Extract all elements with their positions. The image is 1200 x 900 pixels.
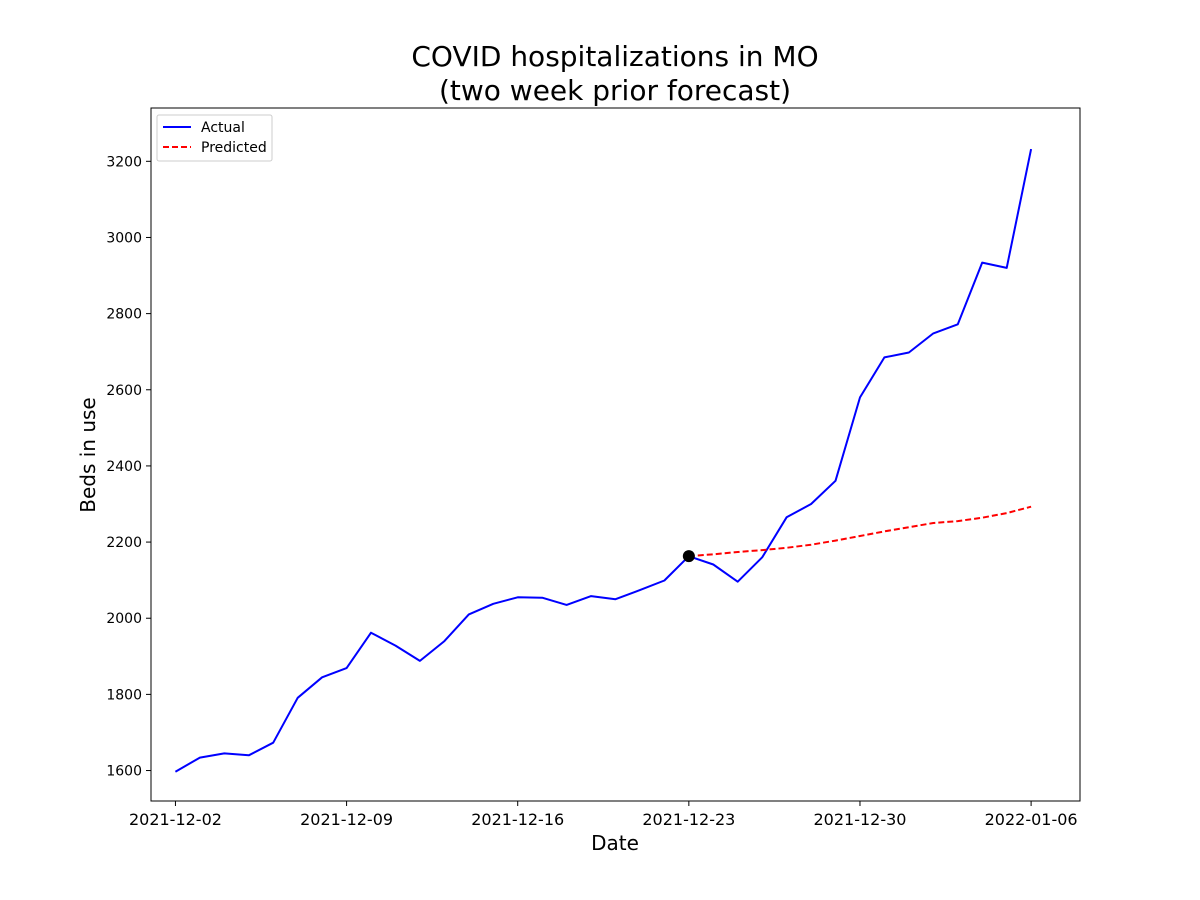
x-tick-label: 2021-12-16 bbox=[471, 810, 564, 829]
y-axis-label: Beds in use bbox=[76, 397, 100, 513]
y-tick-label: 1600 bbox=[106, 764, 142, 780]
y-tick-label: 2400 bbox=[106, 459, 142, 475]
y-tick-label: 2600 bbox=[106, 383, 142, 399]
y-tick-label: 2200 bbox=[106, 535, 142, 551]
series-line-actual bbox=[174, 148, 1033, 773]
legend-label-predicted: Predicted bbox=[201, 140, 267, 156]
legend-label-actual: Actual bbox=[201, 120, 245, 136]
chart-title-line-1: COVID hospitalizations in MO bbox=[411, 40, 818, 73]
plot-area: 2021-12-02 2021-12-09 2021-12-16 2021-12-23… bbox=[106, 107, 1081, 829]
series-line-predicted bbox=[688, 505, 1032, 558]
plot-frame bbox=[150, 107, 1081, 802]
chart-title-line-2: (two week prior forecast) bbox=[439, 74, 791, 107]
y-tick-label: 3000 bbox=[106, 230, 142, 246]
x-tick-label: 2021-12-02 bbox=[129, 810, 222, 829]
y-tick-label: 1800 bbox=[106, 687, 142, 703]
x-tick-label: 2022-01-06 bbox=[985, 810, 1078, 829]
x-tick-label: 2021-12-30 bbox=[813, 810, 906, 829]
y-tick-label: 3200 bbox=[106, 154, 142, 170]
x-axis-label: Date bbox=[591, 831, 639, 855]
forecast-start-marker bbox=[682, 550, 695, 563]
y-tick-label: 2800 bbox=[106, 307, 142, 323]
x-tick-label: 2021-12-23 bbox=[642, 810, 735, 829]
legend: Actual Predicted bbox=[156, 114, 273, 162]
y-tick-label: 2000 bbox=[106, 611, 142, 627]
x-tick-label: 2021-12-09 bbox=[300, 810, 393, 829]
